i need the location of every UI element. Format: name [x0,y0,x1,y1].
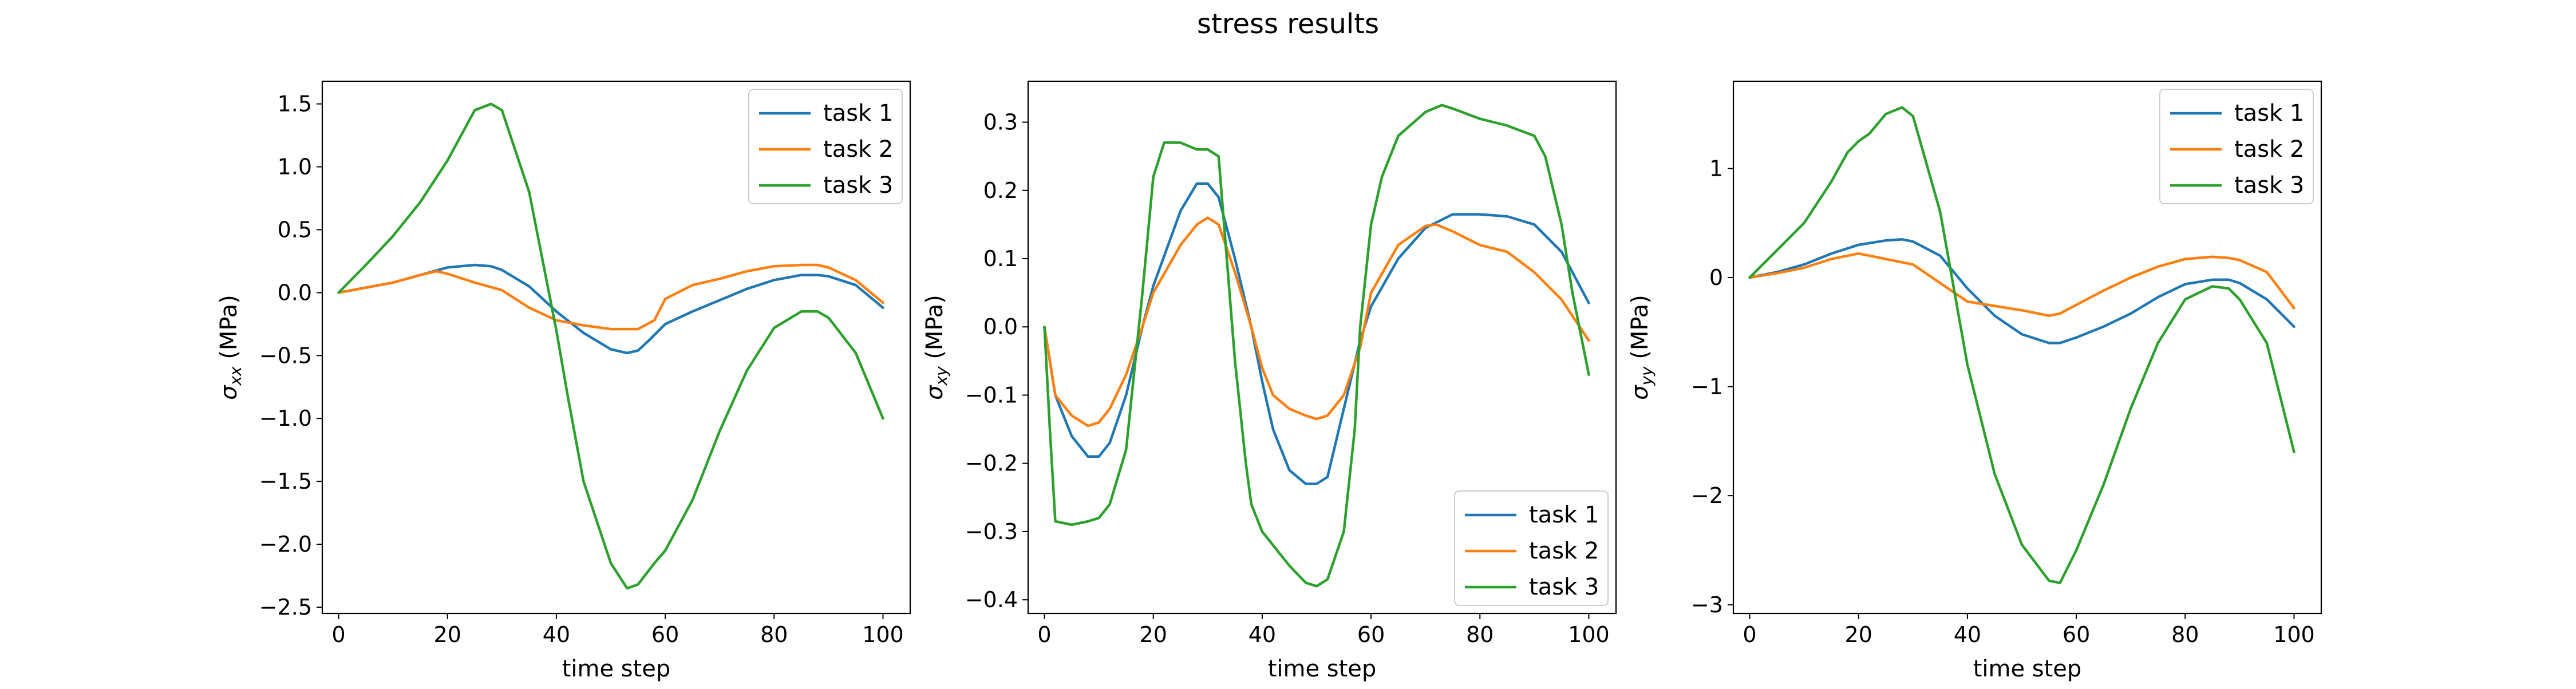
x-tick-label: 60 [651,622,679,647]
y-tick-label: −2 [1691,483,1723,508]
x-tick-label: 20 [1845,622,1872,647]
x-tick-label: 40 [1954,622,1981,647]
legend-label-2: task 2 [823,136,893,163]
y-tick-label: 1 [1709,156,1723,181]
axes-frame [1732,80,2322,615]
legend-label-3: task 3 [2234,172,2304,199]
legend-box [1454,490,1609,606]
y-tick-label: −0.2 [965,451,1018,476]
y-tick-label: 1.5 [278,92,312,117]
y-tick-label: 0 [1709,265,1723,290]
x-tick-label: 20 [434,622,461,647]
x-tick-label: 100 [1568,622,1610,647]
x-tick-label: 40 [543,622,570,647]
x-tick-label: 0 [1037,622,1051,647]
y-tick-label: −2.5 [259,595,312,620]
x-tick-label: 60 [1357,622,1385,647]
legend: task 1 task 2 task 3 [1454,490,1609,606]
y-tick-label: 0.3 [983,110,1018,135]
x-axis-label: time step [1268,656,1377,682]
x-axis-label: time step [1973,656,2082,682]
figure-title: stress results [1196,8,1380,40]
y-tick-label: −2.0 [259,532,312,557]
series-line-3 [1043,104,1590,588]
y-tick-label: −0.5 [259,343,312,368]
y-tick-label: −1.5 [259,469,312,494]
y-axis-label: σyy (MPa) [1627,295,1656,400]
y-tick-label: −0.1 [965,382,1018,407]
y-tick-label: 0.0 [278,280,312,305]
series-line-1 [337,263,884,355]
series-line-2 [1043,216,1590,427]
series-line-1 [1748,238,2296,344]
legend: task 1 task 2 task 3 [748,89,903,204]
y-tick-label: −0.4 [965,587,1018,612]
legend-label-2: task 2 [2234,136,2304,163]
x-tick-label: 100 [2273,622,2315,647]
chart-panel-3: 0 20 40 60 80 100 −3 −2 −1 0 1 time step σyy (MPa) ta… [1627,80,2322,682]
legend-box [748,89,903,204]
x-tick-label: 100 [862,622,904,647]
y-tick-label: −3 [1691,592,1723,617]
series-line-1 [1043,182,1590,485]
series-line-2 [1748,252,2296,317]
y-tick-label: 0.5 [278,217,312,242]
x-tick-label: 80 [2171,622,2199,647]
x-tick-label: 80 [1466,622,1494,647]
chart-panel-2: 0 20 40 60 80 100 −0.4 −0.3 −0.2 −0.1 0.0 0.1 0.2 0.3… [922,80,1617,682]
y-tick-label: −1 [1691,374,1723,399]
axes-frame [1027,80,1617,615]
x-tick-label: 40 [1249,622,1276,647]
legend-label-1: task 1 [1529,502,1599,528]
y-tick-label: 0.1 [983,246,1018,271]
axes-frame [321,80,911,615]
y-tick-label: 0.0 [983,314,1018,339]
legend: task 1 task 2 task 3 [2159,89,2314,204]
x-tick-label: 0 [331,622,345,647]
series-line-2 [337,263,884,331]
y-tick-label: −0.3 [965,519,1018,544]
y-axis-label: σxx (MPa) [216,295,245,400]
y-axis-label: σxy (MPa) [922,295,951,400]
y-tick-label: −1.0 [259,406,312,431]
legend-label-3: task 3 [1529,574,1599,600]
legend-label-2: task 2 [1529,538,1599,564]
y-tick-label: 1.0 [278,155,312,180]
series-line-3 [337,102,884,590]
chart-panel-1: 0 20 40 60 80 100 −2.5 −2.0 −1.5 −1.0 −0.5 0.0 0.5 1.… [216,80,911,682]
x-tick-label: 20 [1140,622,1167,647]
legend-label-1: task 1 [823,100,893,126]
legend-label-1: task 1 [2234,100,2304,126]
x-tick-label: 0 [1743,622,1756,647]
legend-label-3: task 3 [823,172,893,199]
series-line-3 [1748,106,2296,584]
x-axis-label: time step [562,656,671,682]
y-tick-label: 0.2 [983,178,1018,203]
legend-box [2159,89,2314,204]
x-tick-label: 80 [760,622,788,647]
x-tick-label: 60 [2063,622,2090,647]
